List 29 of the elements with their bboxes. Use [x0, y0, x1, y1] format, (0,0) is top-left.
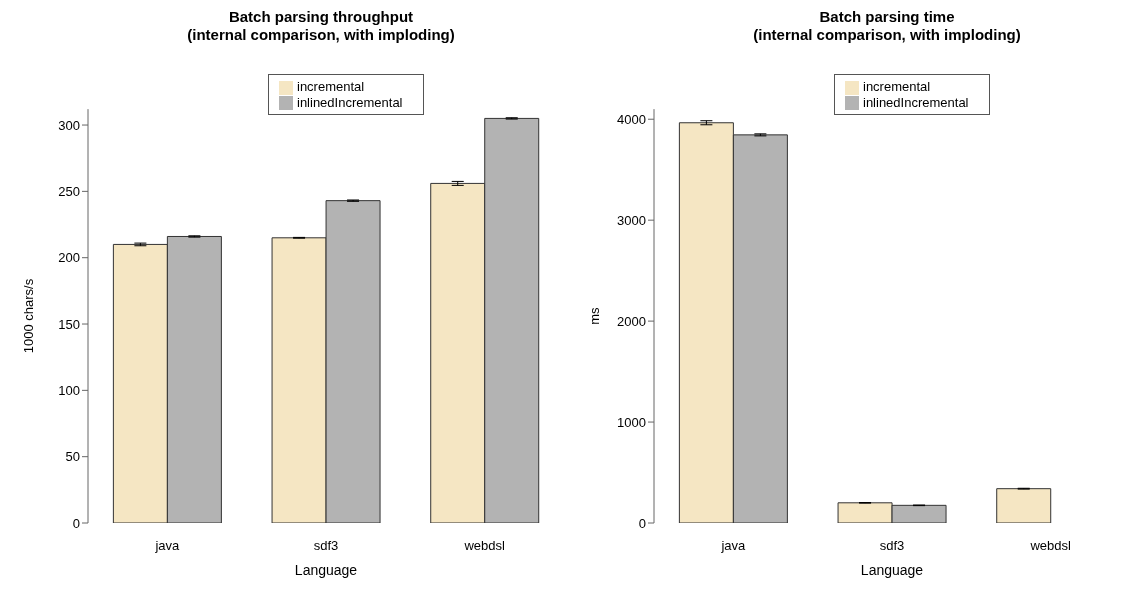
x-tick-label: sdf3: [313, 538, 339, 554]
y-axis-title: 1000 chars/s: [20, 278, 36, 354]
y-tick-label: 3000: [617, 212, 646, 228]
legend-label: inlinedIncremental: [297, 94, 403, 110]
legend-label: incremental: [297, 79, 365, 94]
y-tick-label: 200: [58, 250, 80, 266]
y-tick-label: 0: [72, 515, 80, 531]
y-tick-label: 50: [65, 449, 80, 465]
y-axis-title: ms: [586, 306, 602, 325]
x-tick-label: webdsl: [1029, 538, 1072, 554]
y-tick-label: 150: [58, 316, 80, 332]
bar: [996, 488, 1052, 523]
x-axis-title: Language: [294, 562, 358, 578]
y-tick-label: 250: [58, 183, 80, 199]
x-tick-label: java: [154, 538, 181, 554]
y-tick-label: 4000: [617, 111, 646, 127]
chart-title: Batch parsing throughput (internal comparison, with imploding): [186, 8, 456, 44]
legend-label: incremental: [863, 79, 931, 94]
y-tick-label: 0: [638, 515, 646, 531]
chart-title: Batch parsing time (internal comparison, with imploding): [752, 8, 1022, 44]
x-tick-label: java: [720, 538, 747, 554]
y-tick-label: 300: [58, 117, 80, 133]
x-tick-label: sdf3: [879, 538, 905, 554]
y-tick-label: 100: [58, 382, 80, 398]
y-tick-label: 2000: [617, 313, 646, 329]
x-axis-title: Language: [860, 562, 924, 578]
x-tick-label: webdsl: [463, 538, 506, 554]
legend-label: inlinedIncremental: [863, 94, 969, 110]
y-tick-label: 1000: [617, 414, 646, 430]
